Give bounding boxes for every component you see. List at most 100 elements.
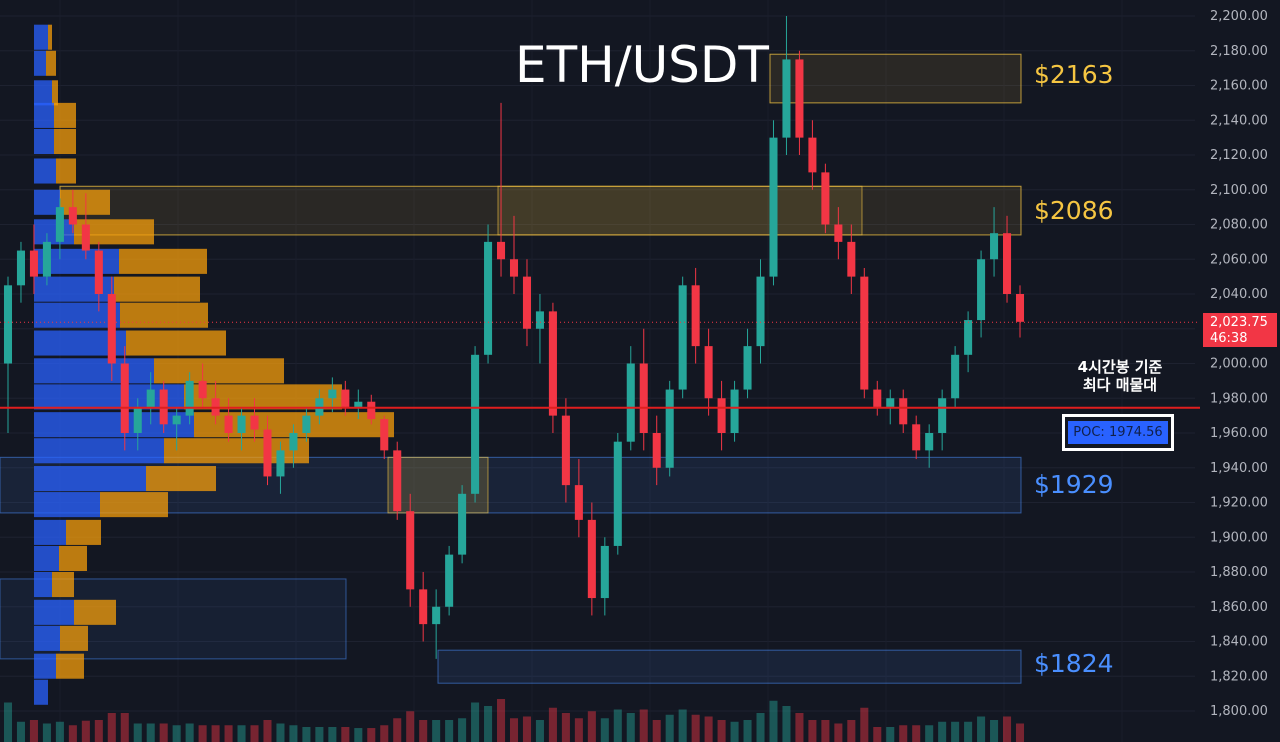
candle-body: [406, 511, 415, 590]
profile-bin-orange: [60, 189, 110, 215]
candle-body: [419, 589, 428, 625]
volume-bar: [367, 728, 376, 742]
candle-body: [535, 311, 544, 329]
profile-bin-blue: [34, 102, 54, 128]
profile-bin-orange: [56, 653, 84, 679]
candle-body: [29, 250, 38, 277]
profile-bin-blue: [34, 358, 154, 384]
volume-bar: [354, 728, 363, 742]
price-axis[interactable]: 2,200.00 2,180.00 2,160.00 2,140.00 2,120.00…: [1210, 9, 1268, 719]
axis-tick-label: 1,920.00: [1210, 496, 1268, 511]
volume-bar: [406, 711, 415, 742]
profile-bin-blue: [34, 219, 74, 245]
volume-bar: [159, 723, 168, 742]
volume-bar: [613, 709, 622, 742]
axis-tick-label: 2,100.00: [1210, 183, 1268, 198]
volume-bar: [808, 720, 817, 742]
volume-bar: [951, 721, 960, 742]
profile-bin-orange: [46, 50, 56, 76]
candle-body: [899, 398, 908, 425]
zone-label-2086: $2086: [1034, 196, 1114, 225]
candle-body: [587, 519, 596, 599]
axis-tick-label: 2,040.00: [1210, 287, 1268, 302]
candle-body: [458, 493, 467, 555]
profile-bin-orange: [74, 599, 116, 625]
axis-tick-label: 1,840.00: [1210, 635, 1268, 650]
volume-bar: [146, 723, 155, 742]
volume-bar: [925, 725, 934, 742]
candle-body: [730, 389, 739, 433]
volume-bar: [471, 702, 480, 742]
candle-body: [484, 241, 493, 355]
candle-body: [522, 276, 531, 329]
candle-body: [393, 450, 402, 512]
candle-body: [354, 401, 363, 407]
zone-label-1824: $1824: [1034, 649, 1114, 678]
axis-tick-label: 2,200.00: [1210, 9, 1268, 24]
volume-bar: [860, 707, 869, 742]
volume-bar: [172, 725, 181, 742]
profile-bin-orange: [59, 545, 87, 571]
volume-bar: [665, 714, 674, 742]
axis-tick-label: 2,080.00: [1210, 218, 1268, 233]
candle-body: [925, 433, 934, 451]
volume-bar: [107, 713, 116, 742]
volume-bar: [16, 721, 25, 742]
profile-bin-orange: [126, 330, 226, 356]
profile-bin-orange: [164, 438, 309, 464]
profile-bin-orange: [154, 358, 284, 384]
poc-annotation: 4시간봉 기준 최다 매물대: [1040, 358, 1200, 394]
profile-bin-orange: [54, 102, 76, 128]
zone-box: [497, 185, 863, 236]
annotation-line-2: 최다 매물대: [1082, 376, 1158, 394]
volume-bar: [652, 720, 661, 742]
volume-bar: [717, 720, 726, 742]
candle-body: [665, 389, 674, 468]
profile-bin-orange: [54, 128, 76, 154]
candle-body: [1003, 233, 1012, 294]
volume-bar: [743, 720, 752, 742]
candle-body: [120, 363, 129, 433]
axis-tick-label: 1,860.00: [1210, 600, 1268, 615]
candle-body: [548, 311, 557, 416]
volume-bar: [237, 725, 246, 742]
volume-bar: [769, 700, 778, 742]
volume-bar: [639, 709, 648, 742]
volume-bar: [328, 727, 337, 742]
volume-bar: [509, 718, 519, 742]
volume-bar: [574, 718, 583, 742]
candle-body: [613, 441, 622, 546]
volume-bar: [341, 727, 350, 742]
axis-tick-label: 1,960.00: [1210, 426, 1268, 441]
profile-bin-blue: [34, 599, 74, 625]
profile-bin-blue: [34, 545, 59, 571]
candle-body: [652, 433, 661, 468]
volume-bar: [795, 713, 804, 742]
profile-bin-orange: [100, 492, 168, 518]
candle-body: [756, 276, 765, 347]
profile-bin-orange: [114, 276, 200, 302]
axis-tick-label: 1,820.00: [1210, 669, 1268, 684]
volume-bar: [626, 713, 635, 742]
volume-bar: [432, 720, 441, 742]
volume-bar: [886, 727, 895, 742]
chart-title: ETH/USDT: [515, 36, 769, 94]
volume-bar: [458, 718, 467, 742]
candlesticks: [3, 16, 1025, 659]
axis-tick-label: 1,900.00: [1210, 530, 1268, 545]
candle-body: [691, 285, 700, 347]
last-price-value: 2,023.75: [1210, 315, 1268, 330]
candle-body: [977, 259, 986, 321]
poc-label-box: POC: 1974.56: [1062, 414, 1174, 451]
candle-body: [16, 250, 25, 286]
candle-body: [600, 545, 609, 599]
candle-body: [912, 424, 921, 451]
volume-bar: [756, 713, 765, 742]
candle-body: [769, 137, 778, 277]
profile-bin-blue: [34, 653, 56, 679]
volume-bar: [29, 720, 38, 742]
candle-body: [743, 346, 752, 390]
volume-bar: [938, 721, 947, 742]
candle-body: [497, 241, 506, 260]
